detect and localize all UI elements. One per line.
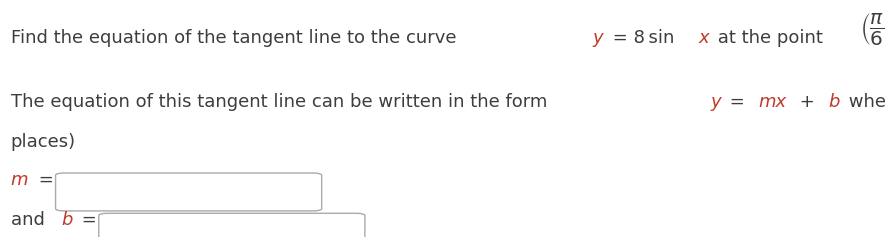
- Text: Find the equation of the tangent line to the curve: Find the equation of the tangent line to…: [11, 29, 462, 47]
- Text: =: =: [33, 171, 54, 189]
- Text: places): places): [11, 133, 75, 151]
- Text: and: and: [11, 211, 51, 229]
- Text: mx: mx: [758, 93, 785, 111]
- Text: =: =: [723, 93, 750, 111]
- Text: $\!\left(\dfrac{\pi}{6},4\right)\!.$: $\!\left(\dfrac{\pi}{6},4\right)\!.$: [861, 11, 886, 47]
- Text: b: b: [828, 93, 839, 111]
- Text: b: b: [62, 211, 73, 229]
- Text: m: m: [11, 171, 28, 189]
- Text: y: y: [592, 29, 602, 47]
- FancyBboxPatch shape: [56, 173, 322, 211]
- Text: The equation of this tangent line can be written in the form: The equation of this tangent line can be…: [11, 93, 552, 111]
- Text: y: y: [710, 93, 720, 111]
- Text: =: =: [76, 211, 97, 229]
- Text: = 8 sin: = 8 sin: [606, 29, 677, 47]
- FancyBboxPatch shape: [98, 213, 364, 237]
- Text: +: +: [794, 93, 820, 111]
- Text: x: x: [697, 29, 708, 47]
- Text: where (to two decimal: where (to two decimal: [843, 93, 886, 111]
- Text: at the point: at the point: [711, 29, 828, 47]
